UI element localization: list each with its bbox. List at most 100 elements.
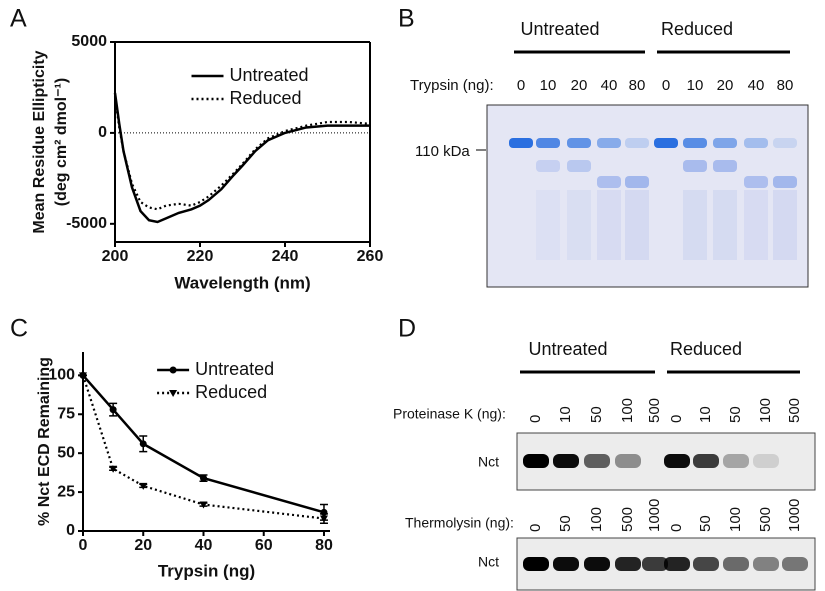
group-label: Untreated	[528, 339, 607, 359]
lane-label: 100	[619, 398, 636, 423]
lane-label: 40	[601, 77, 618, 94]
series-line	[113, 96, 371, 211]
legend-label: Reduced	[195, 382, 267, 402]
row-label: Nct	[478, 454, 499, 470]
lane-label: 500	[757, 507, 774, 532]
band	[664, 557, 690, 571]
lane-label: 500	[619, 507, 636, 532]
band	[693, 557, 719, 571]
band	[744, 176, 768, 188]
y-tick-label: 75	[57, 405, 75, 422]
band	[625, 176, 649, 188]
band	[567, 160, 591, 172]
y-tick-label: 100	[48, 367, 75, 384]
band	[597, 138, 621, 148]
band	[615, 557, 641, 571]
y-axis-title: % Nct ECD Remaining	[36, 357, 53, 526]
legend-marker	[169, 366, 177, 374]
y-tick-label: 0	[66, 522, 75, 539]
band	[713, 138, 737, 148]
smear	[536, 190, 560, 260]
panel-label: C	[10, 315, 28, 343]
lane-label: 20	[717, 77, 734, 94]
band	[693, 454, 719, 468]
panel-label: D	[398, 315, 416, 343]
group-label: Untreated	[520, 19, 599, 39]
x-tick-label: 240	[272, 248, 299, 265]
marker	[109, 406, 117, 414]
marker	[139, 440, 147, 448]
lane-label: 100	[757, 398, 774, 423]
band	[744, 138, 768, 148]
band	[683, 138, 707, 148]
smear	[713, 190, 737, 260]
lane-label: 50	[727, 406, 744, 423]
band	[536, 160, 560, 172]
lane-label: 0	[662, 77, 670, 94]
x-tick-label: 20	[134, 537, 152, 554]
band	[553, 454, 579, 468]
marker	[199, 501, 208, 509]
row-label: Nct	[478, 554, 499, 570]
blot-bands	[523, 454, 808, 571]
smear	[683, 190, 707, 260]
x-tick-label: 260	[357, 248, 384, 265]
x-axis-title: Wavelength (nm)	[174, 273, 310, 292]
band	[753, 454, 779, 468]
lane-label: 10	[697, 406, 714, 423]
gel	[486, 104, 809, 288]
lane-label: 10	[557, 406, 574, 423]
y-tick-label: 0	[98, 124, 107, 141]
band	[509, 138, 533, 148]
smear	[773, 190, 797, 260]
size-marker: 110 kDa	[415, 143, 470, 160]
panel-label: A	[10, 5, 27, 33]
lane-label: 1000	[786, 499, 803, 532]
x-tick-label: 80	[315, 537, 333, 554]
lane-label: 500	[646, 398, 663, 423]
band	[713, 160, 737, 172]
series-line	[81, 375, 325, 520]
group-label: Reduced	[661, 19, 733, 39]
marker	[109, 465, 118, 473]
x-tick-label: 40	[195, 537, 213, 554]
band	[654, 138, 678, 148]
lane-label: 0	[527, 415, 544, 423]
lane-label: 500	[786, 398, 803, 423]
lane-label: 80	[777, 77, 794, 94]
lane-label: 0	[527, 524, 544, 532]
smear	[597, 190, 621, 260]
band	[773, 176, 797, 188]
lane-label: 0	[517, 77, 525, 94]
lane-label: 80	[629, 77, 646, 94]
series-line	[113, 92, 370, 224]
lane-label: 20	[571, 77, 588, 94]
lane-label: 10	[540, 77, 557, 94]
marker	[79, 372, 87, 380]
y-tick-label: 5000	[71, 33, 107, 50]
band	[523, 454, 549, 468]
y-tick-label: 25	[57, 483, 75, 500]
x-tick-label: 200	[102, 248, 129, 265]
band	[597, 176, 621, 188]
y-axis-title: (deg cm² dmol⁻¹)	[53, 78, 70, 206]
x-tick-label: 0	[79, 537, 88, 554]
lane-label: 100	[727, 507, 744, 532]
lane-label: 50	[557, 515, 574, 532]
lane-label: 40	[748, 77, 765, 94]
lane-title: Proteinase K (ng):	[393, 406, 506, 422]
lane-label: 50	[697, 515, 714, 532]
marker	[139, 482, 148, 490]
band	[615, 454, 641, 468]
band	[683, 160, 707, 172]
band	[723, 454, 749, 468]
band	[553, 557, 579, 571]
smear	[744, 190, 768, 260]
lane-label: 1000	[646, 499, 663, 532]
band	[773, 138, 797, 148]
smear	[625, 190, 649, 260]
band	[642, 557, 668, 571]
y-tick-label: 50	[57, 444, 75, 461]
gel-bands	[509, 138, 797, 260]
